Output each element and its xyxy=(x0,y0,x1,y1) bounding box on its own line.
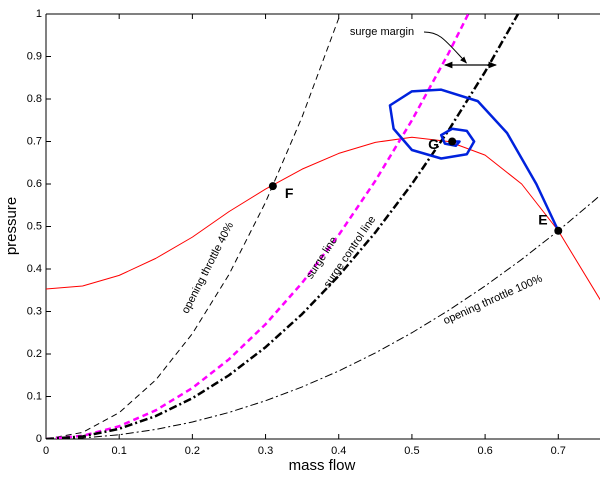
curve xyxy=(46,14,470,439)
curve xyxy=(46,194,600,439)
plot-area xyxy=(46,14,600,439)
x-axis-label: mass flow xyxy=(289,457,356,474)
y-tick-label: 0.1 xyxy=(27,390,42,402)
y-tick-label: 0.6 xyxy=(27,178,42,190)
operating-point xyxy=(554,226,563,235)
y-tick-label: 0.9 xyxy=(27,50,42,62)
x-tick-label: 0.2 xyxy=(185,445,200,457)
curve xyxy=(46,136,600,301)
x-tick-label: 0.4 xyxy=(331,445,346,457)
y-tick-label: 0 xyxy=(36,433,42,445)
x-tick-label: 0.3 xyxy=(258,445,273,457)
x-tick-label: 0.6 xyxy=(477,445,492,457)
label-bg xyxy=(340,24,424,40)
point-label: E xyxy=(538,211,547,227)
operating-point xyxy=(448,137,457,146)
x-tick-label: 0.5 xyxy=(404,445,419,457)
y-tick-label: 0.5 xyxy=(27,220,42,232)
operating-point xyxy=(268,182,277,191)
x-tick-label: 0.7 xyxy=(551,445,566,457)
y-axis-label: pressure xyxy=(3,197,20,255)
y-tick-label: 0.4 xyxy=(27,263,42,275)
curve xyxy=(388,88,560,232)
point-label: F xyxy=(285,185,294,201)
pointer xyxy=(423,31,467,64)
curve xyxy=(46,14,341,439)
y-tick-label: 0.7 xyxy=(27,135,42,147)
y-tick-label: 1 xyxy=(36,8,42,20)
y-tick-label: 0.8 xyxy=(27,93,42,105)
surge-margin-label: surge margin xyxy=(350,26,414,38)
y-tick-label: 0.2 xyxy=(27,348,42,360)
y-tick-label: 0.3 xyxy=(27,305,42,317)
point-label: G xyxy=(428,136,439,152)
x-tick-label: 0.1 xyxy=(112,445,127,457)
x-tick-label: 0 xyxy=(43,445,49,457)
